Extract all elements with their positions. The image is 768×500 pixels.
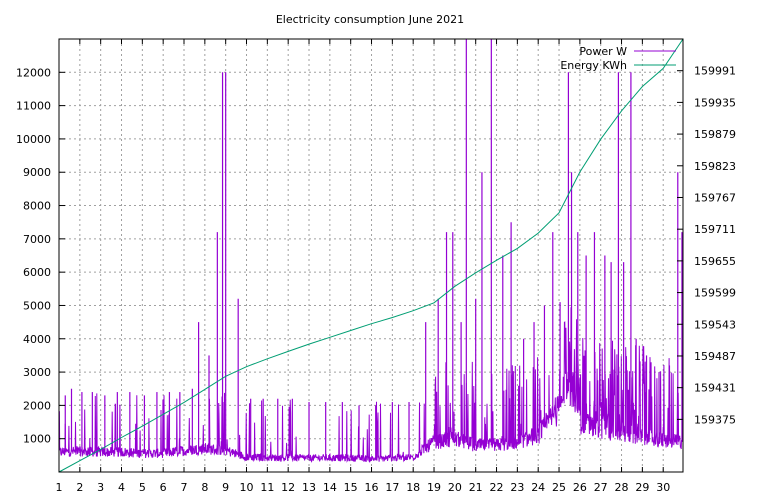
- x-tick-label: 14: [323, 481, 337, 494]
- y-left-tick-label: 10000: [16, 133, 51, 146]
- x-tick-label: 3: [97, 481, 104, 494]
- x-tick-label: 1: [56, 481, 63, 494]
- series-power-w: [58, 39, 684, 463]
- x-tick-label: 29: [635, 481, 649, 494]
- x-tick-label: 17: [385, 481, 399, 494]
- x-tick-label: 5: [139, 481, 146, 494]
- y-left-tick-label: 12000: [16, 66, 51, 79]
- y-right-tick-label: 159375: [694, 413, 736, 426]
- x-tick-label: 4: [118, 481, 125, 494]
- x-tick-label: 26: [573, 481, 587, 494]
- y-left-tick-label: 4000: [23, 333, 51, 346]
- x-tick-label: 30: [656, 481, 670, 494]
- y-right-tick-label: 159711: [694, 223, 736, 236]
- legend-label-power: Power W: [579, 45, 627, 58]
- x-tick-label: 25: [552, 481, 566, 494]
- y-right-tick-label: 159543: [694, 318, 736, 331]
- x-tick-label: 24: [531, 481, 545, 494]
- x-tick-label: 10: [240, 481, 254, 494]
- x-tick-label: 23: [510, 481, 524, 494]
- x-tick-label: 28: [615, 481, 629, 494]
- x-tick-label: 8: [201, 481, 208, 494]
- y-right-tick-label: 159935: [694, 96, 736, 109]
- y-right-tick-label: 159879: [694, 128, 736, 141]
- y-right-tick-label: 159655: [694, 255, 736, 268]
- x-tick-label: 21: [469, 481, 483, 494]
- legend: Power W Energy KWh: [560, 45, 676, 72]
- chart-title: Electricity consumption June 2021: [276, 13, 464, 26]
- x-tick-label: 12: [281, 481, 295, 494]
- x-tick-label: 22: [490, 481, 504, 494]
- y-left-tick-label: 7000: [23, 233, 51, 246]
- y-left-tick-label: 5000: [23, 299, 51, 312]
- y-right-axis-ticks: 159375 159431 159487 159543 159599 159655 1597…: [677, 65, 736, 426]
- y-left-tick-label: 8000: [23, 200, 51, 213]
- power-trace: [58, 307, 684, 463]
- y-left-tick-label: 9000: [23, 166, 51, 179]
- x-tick-label: 6: [160, 481, 167, 494]
- y-right-tick-label: 159599: [694, 287, 736, 300]
- y-left-tick-label: 1000: [23, 433, 51, 446]
- x-tick-label: 2: [76, 481, 83, 494]
- x-tick-label: 11: [260, 481, 274, 494]
- plot-frame: [58, 38, 684, 473]
- x-axis-ticks: 1 2 3 4 5 6 7 8 9 10 11 12 13 14 15 16 17 18 19 20 21 22 23 24 2…: [56, 39, 670, 494]
- x-tick-label: 19: [427, 481, 441, 494]
- y-right-tick-label: 159487: [694, 350, 736, 363]
- y-left-tick-label: 3000: [23, 366, 51, 379]
- x-tick-label: 9: [222, 481, 229, 494]
- x-tick-label: 15: [344, 481, 358, 494]
- y-right-tick-label: 159431: [694, 382, 736, 395]
- y-right-tick-label: 159991: [694, 65, 736, 78]
- x-tick-label: 13: [302, 481, 316, 494]
- x-tick-label: 18: [406, 481, 420, 494]
- y-left-tick-label: 6000: [23, 266, 51, 279]
- x-tick-label: 27: [594, 481, 608, 494]
- y-left-tick-label: 2000: [23, 399, 51, 412]
- y-left-tick-label: 11000: [16, 100, 51, 113]
- x-tick-label: 7: [181, 481, 188, 494]
- legend-label-energy: Energy KWh: [560, 59, 627, 72]
- energy-line: [58, 38, 684, 473]
- y-left-axis-ticks: 1000 2000 3000 4000 5000 6000 7000 8000 9000 1000…: [16, 66, 65, 446]
- y-right-tick-label: 159823: [694, 160, 736, 173]
- x-tick-label: 20: [448, 481, 462, 494]
- x-tick-label: 16: [365, 481, 379, 494]
- y-right-tick-label: 159767: [694, 191, 736, 204]
- series-energy-kwh: [58, 38, 684, 473]
